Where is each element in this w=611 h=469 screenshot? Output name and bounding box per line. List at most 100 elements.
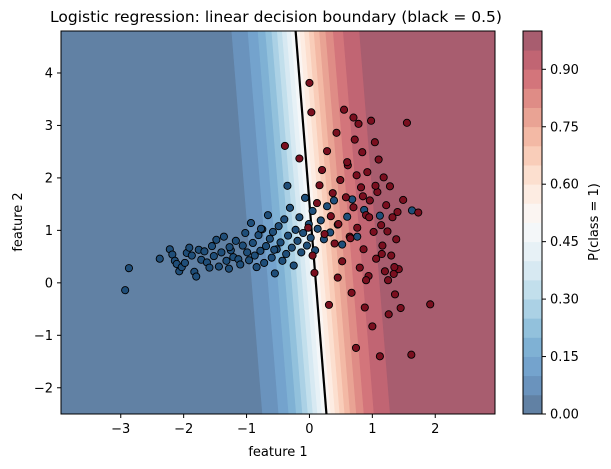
scatter-points: [121, 78, 435, 361]
scatter-point-class-0: [375, 211, 384, 220]
scatter-point-class-1: [353, 223, 362, 232]
scatter-point-class-1: [355, 263, 364, 272]
scatter-point-class-1: [354, 119, 363, 128]
scatter-point-class-1: [343, 158, 352, 167]
scatter-point-class-0: [231, 236, 240, 245]
scatter-point-class-1: [379, 173, 388, 182]
contour-band: [359, 31, 495, 414]
scatter-point-class-1: [347, 288, 356, 297]
scatter-point-class-0: [185, 243, 194, 252]
scatter-point-class-0: [248, 238, 257, 248]
scatter-point-class-0: [329, 196, 339, 205]
scatter-point-class-1: [324, 300, 334, 309]
x-tick-label: −3: [111, 422, 130, 437]
scatter-point-class-1: [383, 227, 392, 236]
scatter-point-class-1: [336, 175, 345, 185]
scatter-point-class-1: [390, 263, 399, 272]
scatter-point-class-0: [243, 248, 252, 257]
scatter-point-class-0: [261, 242, 271, 251]
contour-band: [342, 31, 391, 414]
scatter-point-class-1: [377, 249, 386, 259]
scatter-point-class-1: [426, 300, 435, 309]
scatter-point-class-0: [293, 236, 302, 245]
scatter-point-class-1: [369, 227, 378, 236]
scatter-point-class-1: [308, 251, 317, 260]
scatter-point-class-1: [358, 192, 367, 201]
scatter-point-class-0: [205, 263, 214, 272]
plot-frame: [60, 30, 496, 415]
scatter-point-class-1: [330, 239, 339, 248]
scatter-point-class-0: [316, 216, 325, 225]
scatter-point-class-0: [225, 243, 234, 252]
scatter-point-class-1: [378, 241, 387, 250]
scatter-point-class-0: [280, 215, 289, 224]
scatter-point-class-1: [371, 181, 380, 190]
scatter-point-class-0: [270, 245, 279, 254]
colorbar-label: P(class = 1): [587, 183, 602, 261]
scatter-point-class-1: [414, 208, 423, 217]
scatter-point-class-0: [295, 213, 304, 222]
scatter-point-class-1: [393, 207, 402, 217]
y-tick-label: 3: [45, 119, 53, 134]
scatter-point-class-0: [343, 212, 352, 221]
scatter-point-class-1: [307, 108, 316, 117]
scatter-point-class-0: [222, 256, 231, 265]
scatter-point-class-0: [283, 181, 292, 190]
scatter-point-class-0: [200, 247, 209, 256]
scatter-point-class-0: [207, 242, 217, 251]
scatter-point-class-1: [312, 199, 322, 208]
scatter-point-class-0: [219, 232, 228, 241]
scatter-point-class-0: [187, 251, 196, 260]
scatter-point-class-0: [260, 258, 269, 267]
x-axis-title: feature 1: [248, 445, 307, 460]
colorbar-swatch: [523, 337, 542, 357]
colorbar-frame: [522, 30, 543, 415]
contour-band: [61, 31, 263, 414]
scatter-point-class-0: [238, 241, 247, 250]
contour-band: [271, 31, 309, 414]
colorbar-swatch: [523, 222, 542, 243]
x-tick-label: −2: [174, 422, 193, 437]
scatter-point-class-0: [250, 251, 259, 260]
colorbar-swatch: [523, 145, 542, 166]
scatter-point-class-0: [302, 241, 311, 250]
scatter-point-class-1: [333, 273, 342, 282]
scatter-point-class-1: [356, 183, 366, 192]
scatter-point-class-0: [278, 256, 287, 265]
x-tick-label: 2: [431, 422, 439, 437]
colorbar-swatch: [523, 69, 542, 89]
contour-band: [286, 31, 323, 414]
colorbar-tick-label: 0.00: [550, 408, 579, 423]
colorbar-tick-label: 0.75: [550, 120, 579, 135]
y-tick-label: −1: [34, 329, 53, 344]
scatter-point-class-1: [320, 229, 329, 239]
scatter-point-class-0: [241, 228, 250, 238]
scatter-point-class-1: [338, 257, 347, 266]
colorbar-swatch: [523, 31, 542, 51]
scatter-point-class-0: [180, 258, 189, 267]
scatter-point-class-1: [341, 193, 350, 202]
scatter-point-class-1: [370, 138, 379, 147]
colorbar-tick-label: 0.15: [550, 350, 579, 365]
scatter-point-class-1: [407, 350, 416, 359]
colorbar: 0.00 0.15 0.30 0.45 0.60 0.75 0.90 P(class = 1…: [522, 30, 602, 423]
scatter-point-class-1: [326, 212, 335, 221]
scatter-point-class-1: [374, 155, 383, 164]
x-tick-label: −1: [237, 422, 256, 437]
y-tick-label: 0: [45, 276, 53, 291]
scatter-point-class-1: [346, 234, 355, 243]
colorbar-swatch: [523, 356, 542, 377]
contour-band: [308, 31, 346, 414]
scatter-point-class-0: [300, 193, 310, 202]
scatter-point-class-1: [360, 303, 369, 312]
scatter-point-class-1: [349, 113, 358, 122]
scatter-point-class-0: [214, 262, 223, 271]
colorbar-swatch: [523, 50, 542, 70]
chart-title: Logistic regression: linear decision bou…: [50, 8, 502, 26]
scatter-point-class-0: [212, 235, 221, 244]
scatter-point-class-0: [252, 263, 261, 272]
scatter-point-class-1: [365, 213, 374, 222]
scatter-point-class-1: [351, 343, 361, 352]
scatter-point-class-0: [297, 248, 306, 257]
